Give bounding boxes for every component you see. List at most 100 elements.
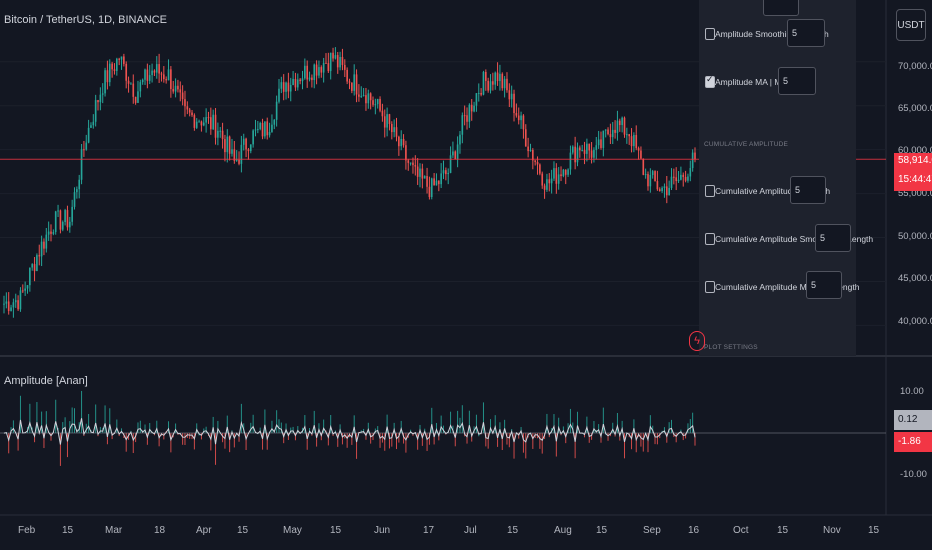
candle-body (224, 139, 226, 153)
candle-body (628, 134, 631, 137)
price-axis-label: 65,000.00 (898, 103, 932, 114)
candle-body (623, 117, 626, 135)
candle-body (336, 55, 339, 68)
candle-body (252, 130, 254, 145)
candle-body (139, 82, 142, 92)
candle-body (47, 231, 50, 235)
candle-body (329, 52, 332, 72)
candle-body (400, 138, 403, 147)
candle-body (362, 95, 365, 97)
amplitude-smoothing-checkbox[interactable] (705, 28, 715, 40)
indicator-title[interactable]: Amplitude [Anan] (4, 375, 88, 387)
candle-body (529, 149, 532, 152)
candle-body (564, 169, 567, 175)
amplitude-smoothing-length-input[interactable]: 5 (787, 19, 825, 47)
symbol-title[interactable]: Bitcoin / TetherUS, 1D, BINANCE (4, 14, 168, 26)
amplitude-ma-checkbox[interactable] (705, 74, 715, 88)
candle-body (200, 121, 203, 126)
amplitude-ma-length-input[interactable]: 5 (778, 67, 816, 95)
candle-body (339, 56, 341, 68)
candle-body (395, 127, 398, 137)
candle-body (14, 300, 17, 303)
candle-body (633, 135, 635, 147)
time-axis-label: Mar (105, 525, 123, 536)
cumulative-section-title: CUMULATIVE AMPLITUDE (704, 141, 789, 148)
candle-body (670, 176, 673, 188)
candle-body (233, 149, 236, 161)
candle-body (416, 166, 419, 177)
candle-body (534, 160, 536, 162)
candle-body (517, 115, 520, 121)
candle-body (87, 127, 90, 143)
candle-body (588, 143, 591, 151)
candle-body (275, 101, 278, 120)
candle-body (602, 130, 605, 148)
candle-body (407, 160, 410, 163)
candle-body (412, 162, 414, 166)
countdown-badge: 15:44:47 (894, 169, 932, 191)
candle-body (325, 62, 327, 64)
candle-body (235, 159, 238, 161)
candle-body (560, 174, 562, 177)
candle-body (43, 241, 45, 249)
candle-body (271, 124, 273, 132)
candle-body (447, 172, 450, 175)
candle-body (470, 104, 473, 112)
candle-body (97, 100, 99, 103)
candle-body (132, 83, 135, 97)
candle-body (426, 176, 428, 187)
candle-body (186, 106, 189, 110)
candle-body (571, 146, 574, 153)
top-input-partial[interactable] (763, 0, 799, 16)
candle-body (358, 94, 360, 97)
candle-body (656, 181, 659, 190)
candle-body (57, 210, 59, 212)
candle-body (184, 99, 186, 107)
candle-body (684, 176, 687, 181)
cumulative-ma-length-input[interactable]: 5 (806, 271, 842, 299)
candle-body (423, 176, 426, 179)
candle-body (475, 93, 478, 106)
cumulative-amplitude-length-input[interactable]: 5 (790, 176, 826, 204)
candle-body (322, 62, 325, 73)
candle-body (181, 92, 184, 100)
candle-body (289, 85, 292, 92)
currency-button[interactable]: USDT (896, 9, 926, 41)
candle-body (555, 168, 558, 184)
cumulative-smoothing-checkbox[interactable] (705, 233, 715, 245)
time-axis-label: 15 (596, 525, 608, 536)
candle-body (687, 176, 689, 181)
candle-body (454, 151, 457, 160)
candle-body (318, 67, 320, 76)
cumulative-ma-checkbox[interactable] (705, 281, 715, 293)
candle-body (191, 112, 193, 116)
candle-body (398, 136, 400, 147)
candle-body (574, 146, 576, 163)
cumulative-amplitude-checkbox[interactable] (705, 185, 715, 197)
candle-body (621, 117, 623, 126)
amplitude-smoothing-label: Amplitude Smoothing | Length (715, 29, 829, 39)
candle-body (101, 93, 104, 95)
time-axis-label: Aug (554, 525, 572, 536)
candle-body (675, 177, 678, 182)
candle-body (651, 171, 654, 176)
candle-body (212, 114, 215, 130)
cumulative-smoothing-length-input[interactable]: 5 (815, 224, 851, 252)
candle-body (562, 169, 565, 177)
candle-body (369, 93, 372, 101)
candle-body (520, 115, 522, 121)
time-axis-label: 15 (507, 525, 519, 536)
candle-body (115, 58, 118, 71)
candle-body (630, 136, 633, 147)
candle-body (257, 129, 259, 131)
time-axis-label: Jul (464, 525, 477, 536)
candle-body (221, 130, 224, 140)
price-axis-label: 60,000.00 (898, 145, 932, 156)
candle-body (487, 80, 489, 91)
candle-body (440, 173, 442, 185)
candle-body (59, 210, 62, 230)
indicator-value-badge: -1.86 (894, 432, 932, 452)
lightning-icon[interactable]: ϟ (689, 331, 705, 351)
candle-body (17, 300, 19, 310)
